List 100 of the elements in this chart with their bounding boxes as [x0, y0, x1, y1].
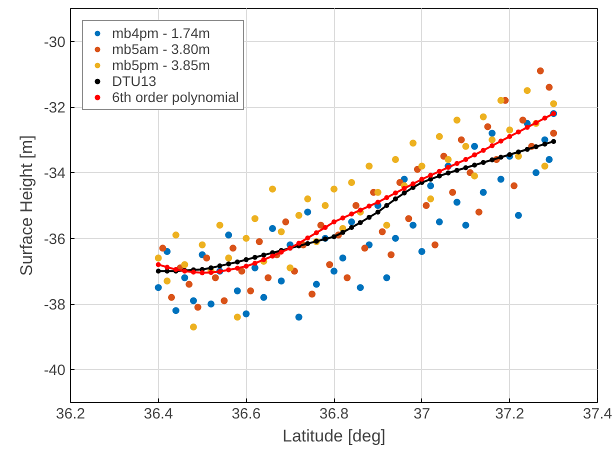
point	[234, 287, 241, 294]
point	[454, 168, 460, 173]
point	[519, 116, 526, 124]
point	[458, 136, 465, 144]
point	[212, 274, 219, 282]
point	[524, 87, 531, 94]
point	[208, 300, 215, 308]
point	[295, 212, 302, 219]
legend-label: 6th order polynomial	[112, 89, 239, 105]
point	[480, 148, 486, 153]
point	[244, 257, 249, 262]
point	[229, 244, 236, 252]
point	[428, 172, 434, 178]
point	[384, 203, 390, 208]
point	[541, 162, 548, 170]
point	[304, 195, 312, 202]
point	[234, 266, 240, 271]
point	[190, 270, 196, 275]
point	[251, 215, 258, 222]
y-tick-label: -40	[44, 362, 66, 380]
point	[308, 290, 316, 298]
point	[295, 314, 302, 321]
x-tick-label: 37.2	[495, 406, 524, 422]
point	[352, 202, 360, 209]
point	[330, 186, 338, 193]
point	[264, 274, 272, 282]
point	[534, 144, 539, 150]
point	[154, 254, 162, 262]
point	[446, 170, 451, 176]
point	[164, 264, 170, 270]
point	[490, 143, 495, 148]
point	[242, 234, 250, 242]
point	[410, 140, 417, 147]
point	[542, 116, 548, 121]
point	[510, 182, 518, 190]
point	[304, 208, 312, 216]
point	[532, 169, 540, 176]
point	[392, 234, 399, 242]
point	[186, 280, 193, 288]
point	[384, 195, 390, 200]
point	[388, 251, 395, 258]
point	[462, 222, 470, 229]
point	[322, 225, 328, 230]
y-tick-label: -34	[44, 165, 66, 182]
point	[524, 124, 530, 130]
point	[410, 222, 417, 229]
point	[252, 254, 258, 260]
point	[312, 280, 320, 288]
point	[480, 160, 486, 165]
point	[366, 204, 372, 209]
point	[358, 220, 363, 226]
point	[480, 113, 487, 120]
x-tick-label: 36.6	[232, 406, 261, 422]
point	[270, 254, 276, 259]
point	[472, 162, 478, 168]
point	[252, 260, 258, 266]
point	[190, 297, 197, 304]
x-tick-label: 36.8	[319, 406, 349, 422]
point	[550, 100, 558, 108]
point	[463, 165, 468, 170]
point	[498, 154, 504, 160]
point	[402, 190, 407, 196]
point	[422, 202, 430, 209]
point	[392, 190, 398, 196]
point	[497, 96, 504, 104]
point	[226, 261, 232, 266]
point	[419, 176, 424, 182]
point	[225, 254, 232, 262]
point	[488, 136, 496, 144]
y-tick-label: -38	[44, 296, 66, 314]
point	[225, 232, 232, 239]
point	[260, 294, 268, 301]
point	[436, 133, 443, 140]
point	[181, 274, 188, 282]
point	[356, 284, 364, 292]
point	[418, 162, 426, 170]
point	[542, 142, 548, 147]
point	[383, 222, 390, 229]
point	[436, 218, 443, 226]
legend-label: DTU13	[112, 73, 156, 89]
point	[190, 323, 197, 330]
point	[261, 257, 266, 262]
point	[374, 188, 382, 196]
point	[234, 314, 241, 321]
point	[550, 130, 558, 137]
point	[427, 182, 434, 190]
point	[453, 198, 460, 206]
point	[340, 215, 346, 220]
point	[366, 214, 372, 220]
point	[348, 179, 356, 186]
point	[402, 186, 407, 191]
point	[449, 188, 456, 196]
point	[344, 274, 351, 282]
point	[314, 230, 319, 236]
point	[220, 297, 228, 304]
point	[366, 162, 373, 170]
x-tick-label: 37.4	[582, 406, 612, 422]
point	[269, 186, 276, 193]
point	[305, 236, 310, 240]
point	[524, 146, 530, 152]
